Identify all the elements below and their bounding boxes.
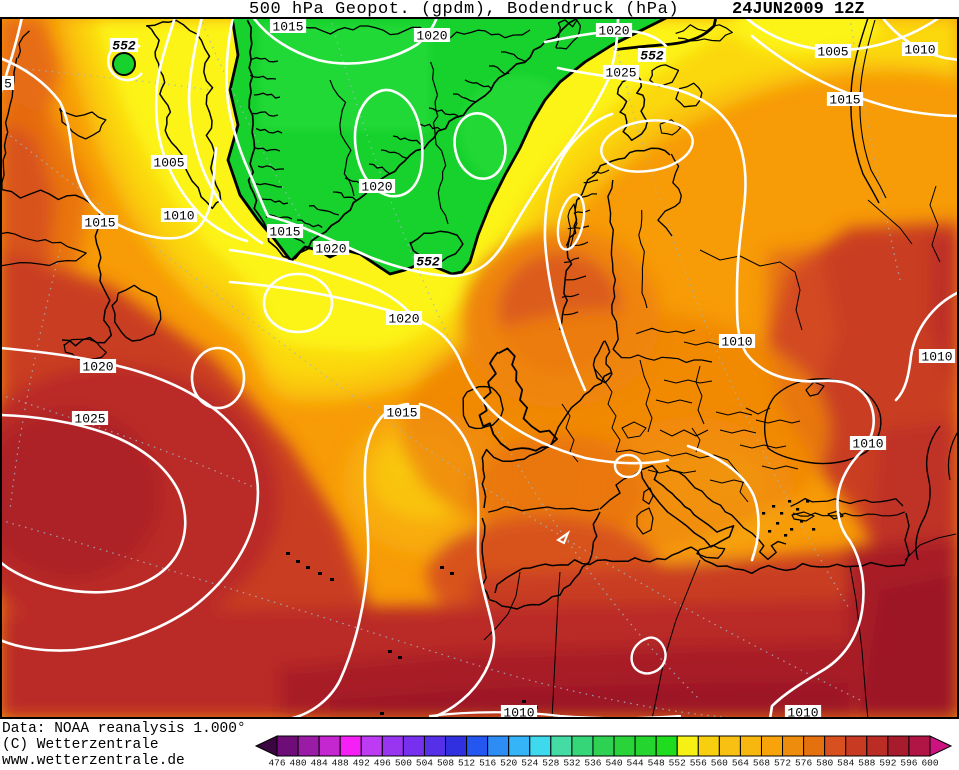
svg-text:1020: 1020 — [82, 360, 113, 375]
svg-text:1010: 1010 — [721, 335, 752, 350]
svg-text:480: 480 — [290, 758, 307, 769]
svg-text:1010: 1010 — [503, 706, 534, 721]
svg-text:508: 508 — [437, 758, 454, 769]
svg-text:532: 532 — [563, 758, 580, 769]
svg-text:600: 600 — [921, 758, 938, 769]
svg-text:1025: 1025 — [605, 66, 636, 81]
svg-text:1010: 1010 — [852, 437, 883, 452]
svg-text:548: 548 — [648, 758, 665, 769]
svg-text:476: 476 — [268, 758, 285, 769]
svg-text:1015: 1015 — [272, 20, 303, 35]
svg-text:596: 596 — [900, 758, 917, 769]
svg-text:560: 560 — [711, 758, 728, 769]
svg-text:552: 552 — [112, 39, 136, 54]
svg-text:1020: 1020 — [388, 312, 419, 327]
svg-text:512: 512 — [458, 758, 475, 769]
svg-text:1020: 1020 — [361, 180, 392, 195]
svg-text:496: 496 — [374, 758, 391, 769]
svg-text:1010: 1010 — [921, 350, 952, 365]
svg-text:1015: 1015 — [386, 406, 417, 421]
svg-text:580: 580 — [816, 758, 833, 769]
svg-text:552: 552 — [669, 758, 686, 769]
svg-text:484: 484 — [311, 758, 328, 769]
svg-text:568: 568 — [753, 758, 770, 769]
svg-text:572: 572 — [774, 758, 791, 769]
svg-text:1005: 1005 — [153, 156, 184, 171]
svg-text:492: 492 — [353, 758, 370, 769]
svg-text:524: 524 — [521, 758, 538, 769]
svg-text:1010: 1010 — [904, 43, 935, 58]
svg-text:552: 552 — [416, 255, 440, 270]
svg-text:552: 552 — [640, 49, 664, 64]
svg-text:1015: 1015 — [84, 216, 115, 231]
svg-text:504: 504 — [416, 758, 433, 769]
svg-text:544: 544 — [627, 758, 644, 769]
svg-text:500: 500 — [395, 758, 412, 769]
svg-text:556: 556 — [690, 758, 707, 769]
svg-text:588: 588 — [858, 758, 875, 769]
svg-text:1010: 1010 — [787, 706, 818, 721]
svg-text:576: 576 — [795, 758, 812, 769]
svg-text:1020: 1020 — [416, 29, 447, 44]
svg-text:1025: 1025 — [74, 412, 105, 427]
svg-text:564: 564 — [732, 758, 749, 769]
svg-text:584: 584 — [837, 758, 854, 769]
svg-text:1005: 1005 — [817, 45, 848, 60]
svg-text:488: 488 — [332, 758, 349, 769]
svg-text:1010: 1010 — [163, 209, 194, 224]
svg-text:520: 520 — [500, 758, 517, 769]
svg-text:1015: 1015 — [269, 225, 300, 240]
svg-text:592: 592 — [879, 758, 896, 769]
svg-text:1020: 1020 — [315, 242, 346, 257]
svg-text:5: 5 — [4, 77, 12, 92]
svg-text:540: 540 — [605, 758, 622, 769]
svg-text:528: 528 — [542, 758, 559, 769]
svg-text:536: 536 — [584, 758, 601, 769]
svg-text:1015: 1015 — [829, 93, 860, 108]
svg-text:516: 516 — [479, 758, 496, 769]
svg-text:1020: 1020 — [598, 24, 629, 39]
